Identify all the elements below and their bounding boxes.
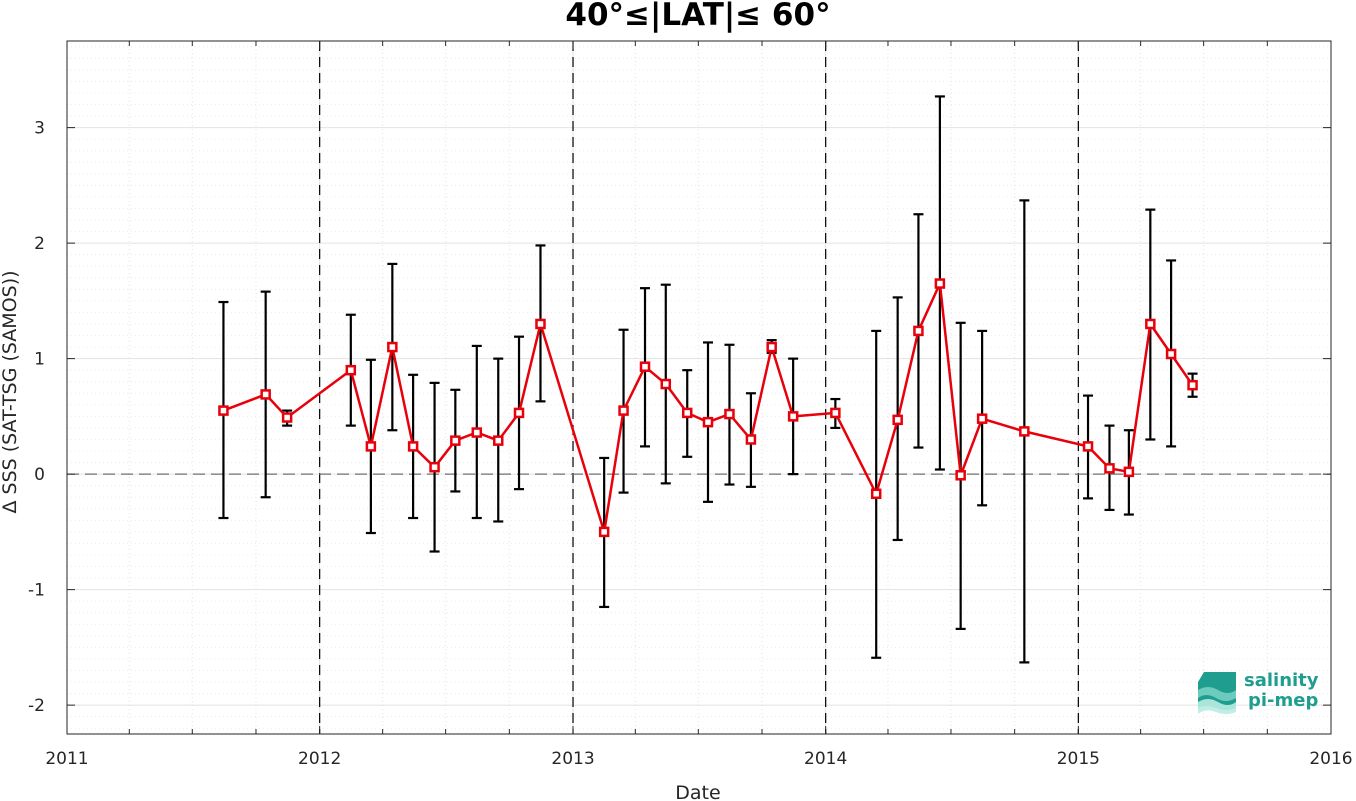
data-point-marker bbox=[913, 325, 924, 337]
x-tick-labels: 2011 2012 2013 2014 2015 2016 bbox=[45, 749, 1352, 769]
year-dividers bbox=[319, 41, 1079, 734]
data-point-marker bbox=[493, 435, 504, 446]
data-point-marker bbox=[598, 526, 610, 538]
data-point-marker bbox=[934, 278, 946, 289]
data-point-marker bbox=[471, 427, 483, 438]
data-point-marker bbox=[892, 414, 903, 426]
data-point-marker bbox=[766, 341, 777, 353]
data-point-marker bbox=[218, 405, 229, 416]
data-point-marker bbox=[513, 407, 525, 419]
y-tick-labels: -2 -1 0 1 2 3 bbox=[28, 119, 45, 717]
data-point-marker bbox=[345, 364, 357, 376]
y-tick-label: -2 bbox=[28, 696, 45, 716]
data-point-marker bbox=[450, 435, 461, 446]
data-point-marker bbox=[787, 411, 799, 422]
data-point-marker bbox=[681, 407, 693, 419]
data-point-marker bbox=[702, 416, 714, 428]
data-point-marker bbox=[618, 405, 629, 416]
data-markers bbox=[218, 278, 1198, 538]
x-tick-label: 2011 bbox=[45, 749, 88, 769]
data-point-marker bbox=[1123, 466, 1135, 478]
x-tick-label: 2015 bbox=[1057, 749, 1100, 769]
data-point-marker bbox=[870, 488, 882, 500]
data-point-marker bbox=[260, 389, 271, 400]
data-point-marker bbox=[639, 361, 651, 372]
data-point-marker bbox=[955, 470, 966, 481]
chart-title: 40°≤|LAT|≤ 60° bbox=[565, 0, 830, 33]
salinity-pi-mep-logo: salinity pi-mep bbox=[1198, 670, 1319, 714]
y-tick-label: 0 bbox=[34, 465, 45, 485]
logo-line-1: salinity bbox=[1244, 670, 1319, 691]
data-point-marker bbox=[1104, 463, 1115, 474]
data-point-marker bbox=[281, 412, 293, 423]
x-tick-label: 2012 bbox=[298, 749, 341, 769]
y-tick-label: -1 bbox=[28, 581, 45, 601]
y-axis-label: Δ SSS (SAT-TSG (SAMOS)) bbox=[0, 270, 21, 513]
data-point-marker bbox=[724, 408, 735, 420]
data-point-marker bbox=[429, 461, 440, 473]
data-point-marker bbox=[830, 407, 841, 419]
data-point-marker bbox=[365, 441, 377, 452]
data-point-marker bbox=[1165, 348, 1177, 360]
wave-icon bbox=[1198, 672, 1236, 714]
axes-box bbox=[66, 40, 1332, 735]
data-point-marker bbox=[976, 413, 988, 424]
y-tick-label: 3 bbox=[34, 119, 45, 139]
data-point-marker bbox=[1019, 426, 1030, 437]
data-point-marker bbox=[1082, 441, 1094, 452]
axes-frame bbox=[66, 40, 1332, 735]
data-point-marker bbox=[660, 378, 672, 390]
data-point-marker bbox=[387, 341, 398, 353]
error-bars bbox=[218, 95, 1198, 664]
data-point-marker bbox=[745, 434, 757, 445]
y-tick-label: 2 bbox=[34, 234, 45, 254]
grid bbox=[67, 41, 1331, 734]
data-point-marker bbox=[535, 318, 546, 330]
y-tick-label: 1 bbox=[34, 350, 45, 370]
data-point-marker bbox=[1187, 379, 1198, 391]
logo-line-2: pi-mep bbox=[1248, 690, 1318, 711]
x-tick-label: 2016 bbox=[1309, 749, 1352, 769]
x-axis-label: Date bbox=[675, 782, 720, 801]
x-tick-label: 2014 bbox=[804, 749, 847, 769]
x-tick-label: 2013 bbox=[551, 749, 594, 769]
data-point-marker bbox=[1145, 318, 1156, 330]
data-point-marker bbox=[407, 441, 419, 452]
